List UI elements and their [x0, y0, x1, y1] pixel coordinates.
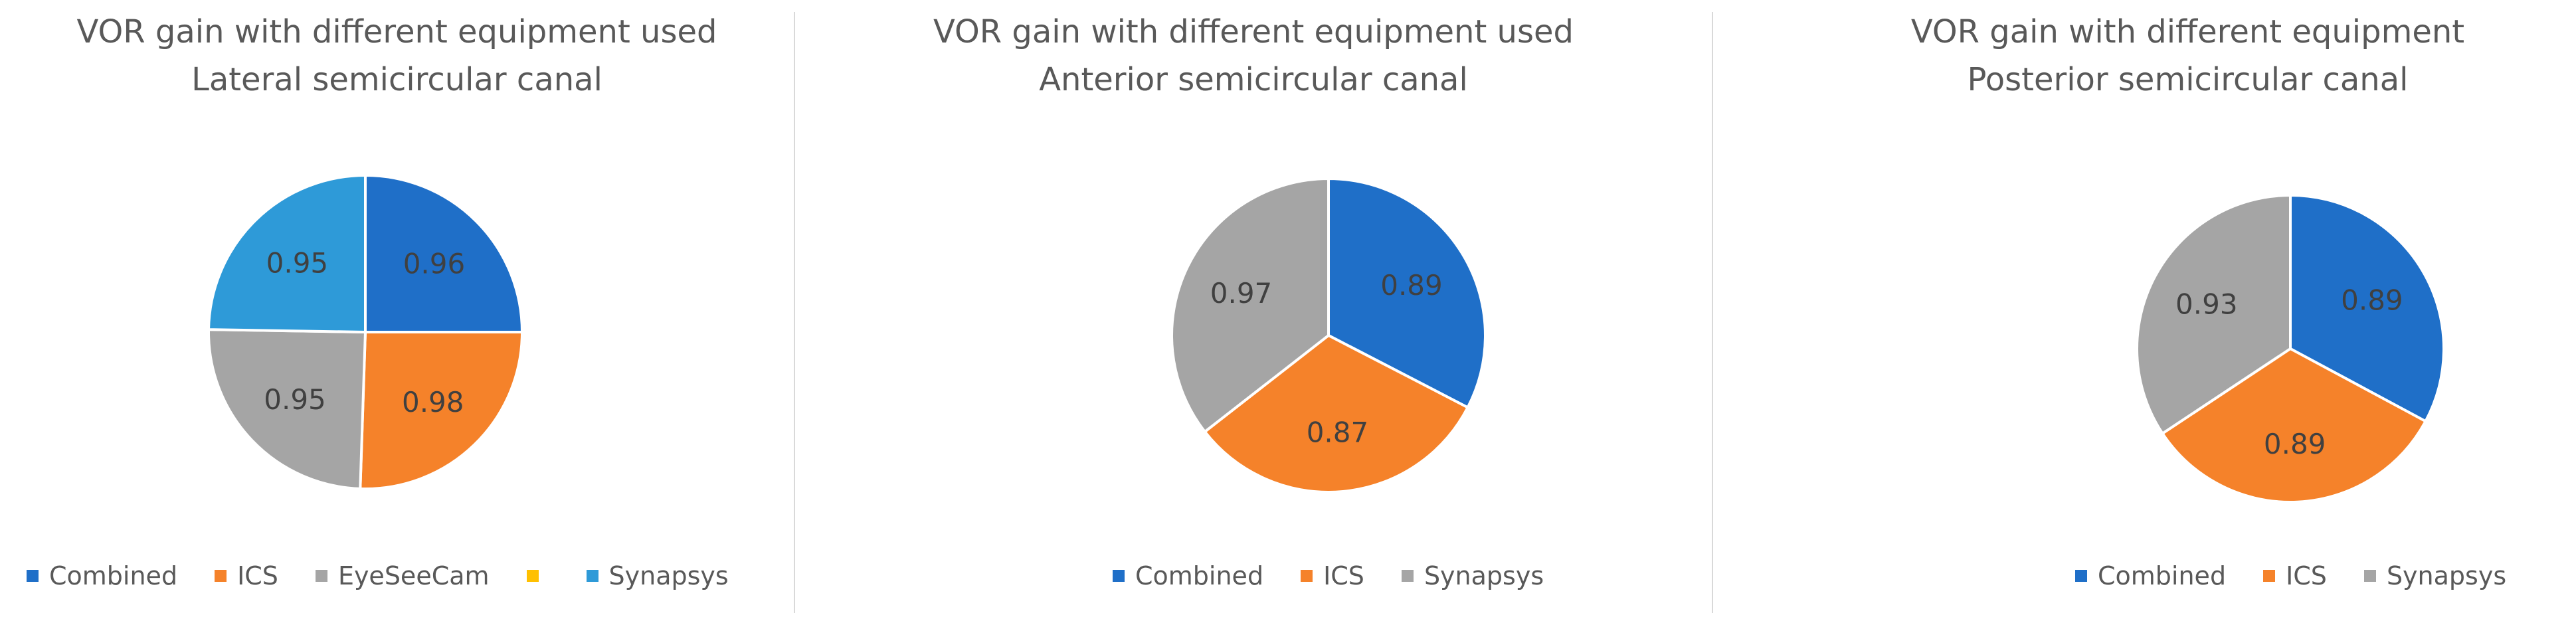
chart-panel-lateral: VOR gain with different equipment used L… — [0, 0, 794, 625]
legend-item: EyeSeeCam — [315, 561, 490, 590]
legend-item: Synapsys — [586, 561, 729, 590]
legend-swatch — [2263, 570, 2276, 582]
legend-label: Synapsys — [608, 561, 729, 590]
pie-slice-synapsys — [2136, 193, 2292, 436]
pie-chart-anterior: 0.89 0.87 0.97 — [1170, 177, 1487, 493]
pie-slice-combined — [1327, 177, 1487, 410]
slice-value-label: 0.96 — [403, 248, 466, 280]
legend-swatch — [1301, 570, 1313, 582]
chart-panel-anterior: VOR gain with different equipment used A… — [795, 0, 1712, 625]
legend-label: ICS — [2286, 561, 2327, 590]
legend-swatch — [27, 570, 39, 582]
chart-subtitle: Posterior semicircular canal — [1967, 61, 2409, 98]
pie-chart-posterior: 0.89 0.89 0.93 — [2136, 193, 2445, 503]
legend-label: Combined — [1135, 561, 1264, 590]
legend-swatch — [526, 570, 539, 582]
chart-legend: Combined ICS EyeSeeCam Synapsys — [27, 561, 766, 590]
legend-item: ICS — [215, 561, 278, 590]
legend-item: Combined — [1113, 561, 1263, 590]
legend-swatch — [315, 570, 327, 582]
legend-item: Synapsys — [1401, 561, 1544, 590]
legend-label: Synapsys — [2386, 561, 2507, 590]
slice-value-label: 0.89 — [2264, 428, 2326, 460]
slice-value-label: 0.98 — [402, 386, 464, 418]
pie-slice-combined — [364, 173, 524, 333]
slice-value-label: 0.97 — [1210, 277, 1273, 310]
panel-divider — [794, 12, 795, 613]
chart-subtitle: Anterior semicircular canal — [1039, 61, 1468, 98]
legend-label: EyeSeeCam — [337, 561, 490, 590]
legend-label: ICS — [237, 561, 278, 590]
legend-label: Combined — [49, 561, 178, 590]
legend-swatch — [215, 570, 227, 582]
chart-title: VOR gain with different equipment used — [76, 13, 717, 50]
slice-value-label: 0.89 — [2341, 284, 2403, 316]
chart-title: VOR gain with different equipment — [1910, 13, 2465, 50]
slice-value-label: 0.93 — [2175, 288, 2238, 320]
chart-subtitle: Lateral semicircular canal — [191, 61, 602, 98]
pie-slice-combined — [2289, 193, 2445, 423]
slice-value-label: 0.95 — [266, 247, 329, 280]
legend-label: ICS — [1323, 561, 1364, 590]
chart-legend: Combined ICS Synapsys — [1113, 561, 1581, 590]
legend-swatch — [2075, 570, 2087, 582]
chart-legend: Combined ICS Synapsys — [2075, 561, 2543, 590]
legend-swatch — [1401, 570, 1414, 582]
legend-item — [526, 570, 549, 582]
legend-swatch — [586, 570, 598, 582]
panel-divider — [1712, 12, 1713, 613]
pie-slice-synapsys — [207, 173, 367, 334]
slice-value-label: 0.87 — [1307, 416, 1369, 449]
pie-slice-ics — [1202, 333, 1470, 493]
legend-label: Synapsys — [1424, 561, 1544, 590]
legend-item: ICS — [2263, 561, 2327, 590]
pie-slice-eyeseecam — [207, 328, 367, 490]
pie-chart-lateral: 0.96 0.98 0.95 0.95 — [207, 173, 524, 490]
legend-item: Synapsys — [2363, 561, 2507, 590]
chart-panel-posterior: VOR gain with different equipment Poster… — [1713, 0, 2576, 625]
chart-title: VOR gain with different equipment used — [933, 13, 1574, 50]
slice-value-label: 0.95 — [264, 383, 326, 416]
legend-item: Combined — [2075, 561, 2226, 590]
pie-slice-synapsys — [1170, 177, 1330, 434]
pie-slice-ics — [2160, 347, 2428, 503]
legend-label: Combined — [2098, 561, 2227, 590]
legend-item: ICS — [1301, 561, 1364, 590]
legend-swatch — [1113, 570, 1125, 582]
pie-slice-ics — [359, 331, 524, 490]
legend-item: Combined — [27, 561, 177, 590]
slice-value-label: 0.89 — [1380, 269, 1443, 302]
legend-swatch — [2363, 570, 2376, 582]
